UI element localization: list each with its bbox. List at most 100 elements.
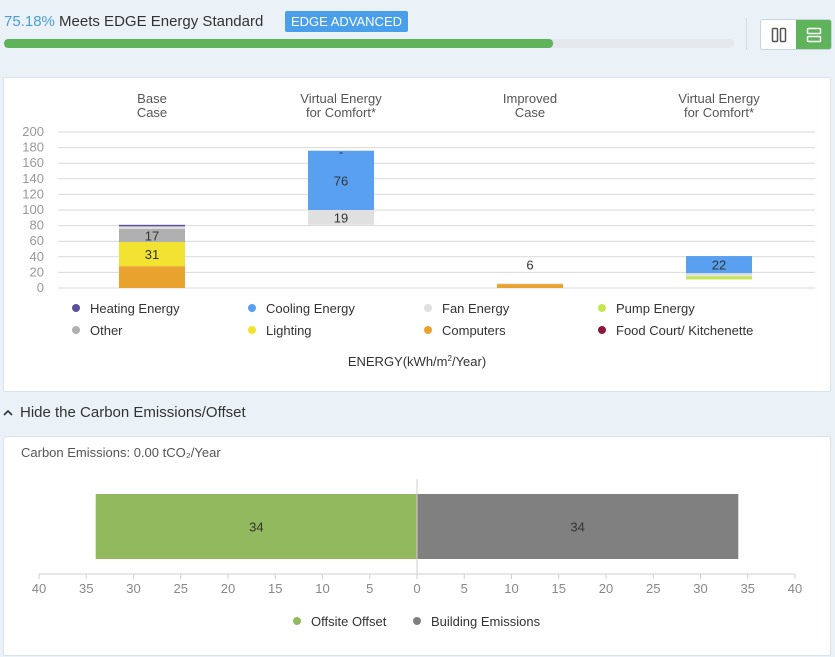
legend-item[interactable]: Heating Energy <box>72 301 180 316</box>
score-progress-fill <box>4 39 553 48</box>
legend-marker <box>72 304 80 312</box>
legend-item[interactable]: Pump Energy <box>598 301 695 316</box>
view-toggle <box>760 19 832 50</box>
bar-building-emissions[interactable] <box>417 494 739 559</box>
category-label: Virtual Energy for Comfort* <box>300 91 382 120</box>
x-tick-label: 20 <box>599 581 613 596</box>
carbon-chart-card: Carbon Emissions: 0.00 tCO₂/Year 34 34 40… <box>3 436 831 656</box>
y-tick-label: 180 <box>22 140 44 155</box>
bar-data-label: 17 <box>145 228 159 243</box>
legend-label: Lighting <box>266 323 312 338</box>
y-tick-label: 80 <box>30 218 44 233</box>
x-tick-label: 40 <box>32 581 46 596</box>
x-tick-label: 25 <box>646 581 660 596</box>
x-tick-label: 40 <box>788 581 802 596</box>
bar-segment-lighting[interactable] <box>119 241 185 267</box>
legend-marker <box>424 304 432 312</box>
x-tick-label: 30 <box>693 581 707 596</box>
bar-segment-other[interactable] <box>119 228 185 242</box>
score-percent: 75.18% <box>4 13 55 30</box>
x-tick-label: 20 <box>221 581 235 596</box>
bar-top-label: 6 <box>526 257 533 272</box>
legend-label: Food Court/ Kitchenette <box>616 323 753 338</box>
rows-icon <box>806 27 821 42</box>
category-label: Improved Case <box>503 91 557 120</box>
hide-carbon-label: Hide the Carbon Emissions/Offset <box>20 404 246 421</box>
bar-data-label: 76 <box>334 173 348 188</box>
divider <box>746 18 747 50</box>
category-label: Base Case <box>137 91 167 120</box>
legend-item[interactable]: Lighting <box>248 323 312 338</box>
score-status: Meets EDGE Energy Standard <box>59 13 264 30</box>
legend-item[interactable]: Cooling Energy <box>248 301 355 316</box>
legend-label: Heating Energy <box>90 301 180 316</box>
x-tick-label: 10 <box>504 581 518 596</box>
columns-icon <box>771 27 786 42</box>
legend-item[interactable]: Other <box>72 323 123 338</box>
x-tick-label: 15 <box>552 581 566 596</box>
legend-label: Building Emissions <box>431 614 541 629</box>
x-tick-label: 0 <box>413 581 420 596</box>
energy-xlabel: ENERGY(kWh/m2/Year) <box>348 354 486 369</box>
y-tick-label: 20 <box>30 264 44 279</box>
bar-segment-heating-energy[interactable] <box>119 224 185 227</box>
legend-marker <box>248 304 256 312</box>
bar-segment-fan-energy[interactable] <box>308 210 374 225</box>
bar-data-label: 34 <box>570 520 584 535</box>
stacked-view-button[interactable] <box>796 20 831 49</box>
y-tick-label: 140 <box>22 171 44 186</box>
x-tick-label: 5 <box>461 581 468 596</box>
score-progress-bar <box>4 39 734 48</box>
score-text: 75.18% Meets EDGE Energy Standard <box>4 13 263 30</box>
y-tick-label: 120 <box>22 186 44 201</box>
x-tick-label: 35 <box>79 581 93 596</box>
legend-label: Pump Energy <box>616 301 695 316</box>
legend-label: Other <box>90 323 123 338</box>
hide-carbon-toggle[interactable]: Hide the Carbon Emissions/Offset <box>2 404 246 421</box>
legend-label: Computers <box>442 323 506 338</box>
energy-chart-card: 0 20 40 60 80 100 120 140 160 180 200 Base Case Virt… <box>3 77 831 392</box>
score-header: 75.18% Meets EDGE Energy Standard EDGE A… <box>0 0 835 70</box>
bar-data-label: 22 <box>712 258 726 273</box>
y-tick-label: 160 <box>22 155 44 170</box>
bar-offsite-offset[interactable] <box>95 494 417 559</box>
bar-segment-pump-energy[interactable] <box>686 276 752 280</box>
bar-data-label: 34 <box>249 520 263 535</box>
carbon-emissions-text: Carbon Emissions: 0.00 tCO₂/Year <box>21 445 221 460</box>
legend-marker <box>72 326 80 334</box>
y-tick-label: 100 <box>22 202 44 217</box>
bar-segment-fan-energy[interactable] <box>119 226 185 229</box>
x-tick-label: 10 <box>315 581 329 596</box>
bar-segment-computers[interactable] <box>119 266 185 288</box>
legend-label: Fan Energy <box>442 301 510 316</box>
y-tick-label: 200 <box>22 124 44 139</box>
bar-data-label: 31 <box>145 247 159 262</box>
y-tick-label: 40 <box>30 249 44 264</box>
legend-marker <box>424 326 432 334</box>
bar-data-label: 19 <box>334 210 348 225</box>
legend-item[interactable]: Computers <box>424 323 506 338</box>
legend-marker <box>413 617 421 625</box>
legend-marker <box>293 617 301 625</box>
y-tick-label: 0 <box>37 280 44 295</box>
carbon-chart: 34 34 40 35 30 25 20 15 10 5 0 5 10 15 20 25 30 35 40 Off… <box>32 479 802 629</box>
bar-top-label: - <box>339 145 343 160</box>
bar-segment-cooling-energy[interactable] <box>686 256 752 274</box>
legend-label: Cooling Energy <box>266 301 355 316</box>
bar-segment-computers[interactable] <box>497 284 563 288</box>
legend-marker <box>598 304 606 312</box>
x-tick-label: 35 <box>741 581 755 596</box>
legend-item[interactable]: Fan Energy <box>424 301 510 316</box>
x-tick-label: 5 <box>366 581 373 596</box>
legend-item[interactable]: Offsite Offset <box>293 614 387 629</box>
x-tick-label: 15 <box>268 581 282 596</box>
split-view-button[interactable] <box>761 20 796 49</box>
bar-segment-cooling-energy[interactable] <box>308 150 374 210</box>
legend-item[interactable]: Food Court/ Kitchenette <box>598 323 753 338</box>
bar-segment-fan-energy[interactable] <box>686 273 752 277</box>
legend-item[interactable]: Building Emissions <box>413 614 541 629</box>
bar-segment-fan-energy[interactable] <box>497 283 563 285</box>
y-tick-label: 60 <box>30 233 44 248</box>
legend-marker <box>248 326 256 334</box>
